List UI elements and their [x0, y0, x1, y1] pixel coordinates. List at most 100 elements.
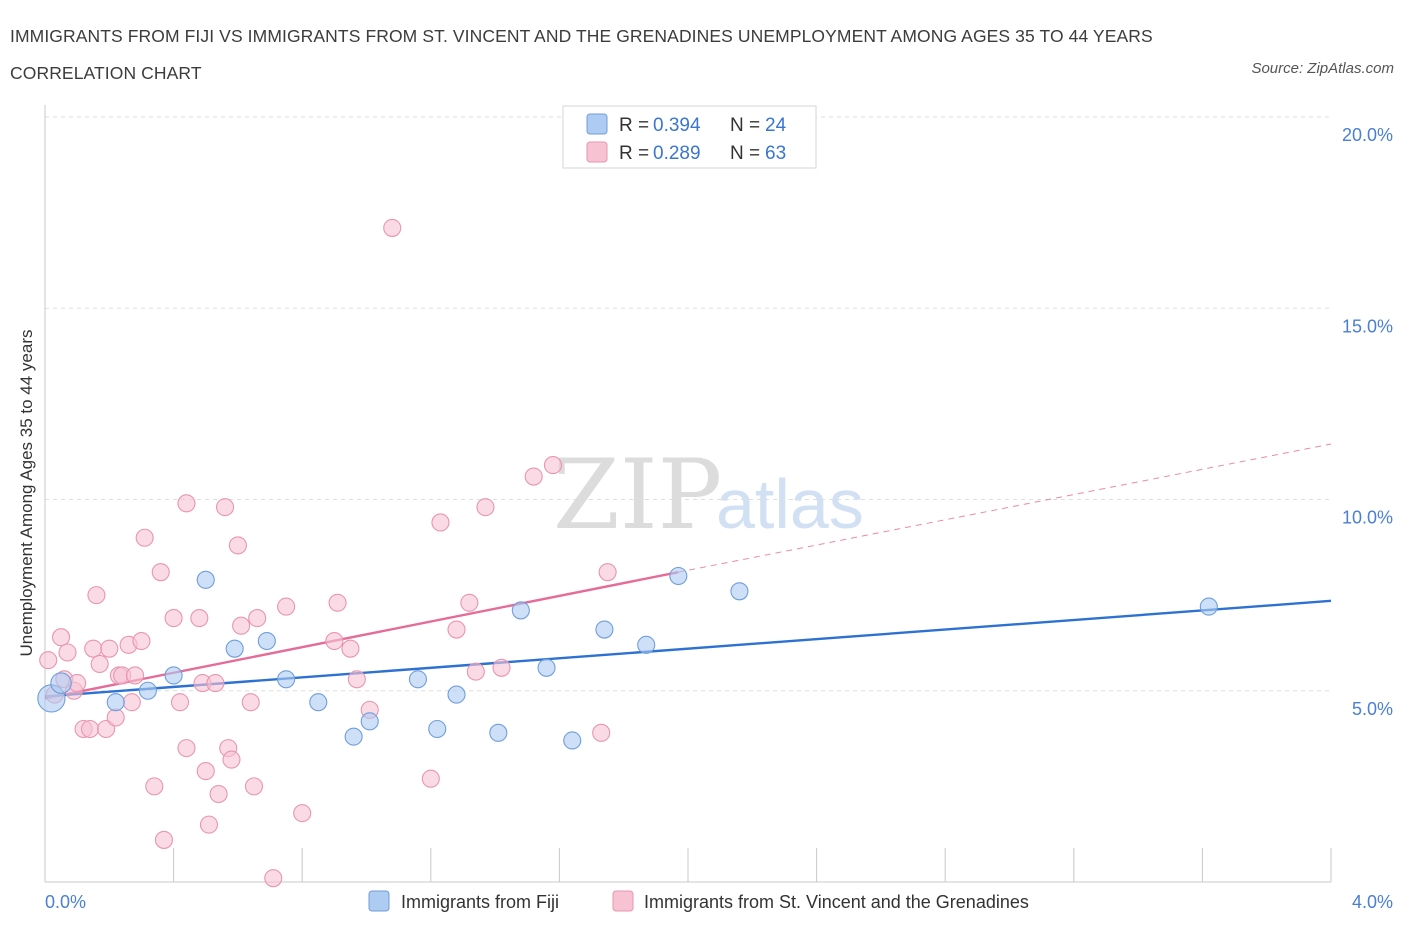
- point-stvincent: [466, 662, 485, 681]
- point-stvincent: [431, 513, 450, 532]
- point-stvincent: [222, 750, 241, 769]
- point-stvincent: [277, 597, 296, 616]
- point-fiji: [257, 631, 276, 651]
- point-stvincent: [524, 467, 543, 486]
- point-fiji: [730, 582, 749, 601]
- legend-r-label-fiji: R =: [619, 115, 649, 136]
- point-fiji: [1199, 597, 1218, 616]
- point-stvincent: [177, 494, 196, 513]
- point-stvincent: [125, 666, 145, 685]
- legend-r-value-fiji: 0.394: [653, 115, 701, 136]
- legend-swatch-stvincent: [586, 141, 608, 163]
- point-fiji: [196, 570, 215, 589]
- point-stvincent: [58, 643, 77, 662]
- point-stvincent: [215, 498, 235, 517]
- trend-line-stvincent: [44, 570, 679, 700]
- legend-n-value-stvincent: 63: [765, 143, 786, 164]
- point-stvincent: [177, 739, 196, 758]
- point-fiji: [138, 681, 157, 700]
- bottom-legend-label-stvincent: Immigrants from St. Vincent and the Gren…: [644, 892, 1029, 912]
- legend-r-value-stvincent: 0.289: [653, 143, 701, 164]
- point-fiji: [309, 693, 328, 712]
- point-stvincent: [341, 639, 360, 658]
- point-fiji: [164, 666, 183, 685]
- bottom-legend-swatch-fiji: [368, 890, 390, 912]
- point-stvincent: [100, 639, 119, 658]
- point-stvincent: [151, 563, 170, 582]
- point-stvincent: [135, 528, 154, 547]
- y-tick-label: 10.0%: [1342, 508, 1393, 528]
- legend-n-value-fiji: 24: [765, 115, 787, 136]
- point-stvincent: [293, 804, 312, 823]
- top-legend: R = 0.394 N = 24 R = 0.289 N = 63: [562, 105, 817, 169]
- point-stvincent: [80, 719, 100, 739]
- point-fiji: [360, 712, 379, 731]
- point-stvincent: [232, 616, 251, 635]
- y-tick-label: 5.0%: [1352, 699, 1393, 719]
- point-stvincent: [476, 498, 495, 517]
- point-stvincent: [87, 586, 106, 605]
- bottom-legend-label-fiji: Immigrants from Fiji: [401, 892, 559, 912]
- point-stvincent: [84, 639, 103, 658]
- bottom-legend-swatch-stvincent: [612, 890, 634, 912]
- legend-n-label-stvincent: N =: [730, 143, 760, 164]
- y-tick-label: 15.0%: [1342, 316, 1393, 336]
- point-stvincent: [145, 777, 164, 796]
- point-stvincent: [164, 609, 183, 628]
- y-axis-title: Unemployment Among Ages 35 to 44 years: [17, 330, 36, 657]
- point-stvincent: [199, 815, 219, 834]
- point-stvincent: [543, 456, 563, 475]
- point-stvincent: [206, 674, 225, 693]
- point-stvincent: [598, 563, 617, 582]
- point-fiji: [595, 620, 614, 639]
- point-stvincent: [122, 693, 141, 712]
- legend-swatch-fiji: [586, 113, 608, 135]
- point-fiji: [511, 601, 530, 620]
- point-stvincent: [106, 708, 125, 727]
- y-tick-label: 20.0%: [1342, 125, 1393, 145]
- point-stvincent: [39, 651, 58, 670]
- point-fiji: [563, 731, 582, 750]
- point-stvincent: [447, 620, 466, 639]
- point-stvincent: [228, 536, 247, 555]
- gridlines: [45, 116, 1331, 692]
- trend-line-stvincent-extended: [678, 443, 1332, 573]
- point-fiji: [428, 719, 447, 739]
- point-stvincent: [347, 670, 366, 689]
- y-tick-labels: 5.0% 10.0% 15.0% 20.0%: [1342, 125, 1393, 719]
- trend-lines: [44, 443, 1332, 700]
- point-stvincent: [170, 693, 190, 712]
- x-tick-labels: 0.0% 4.0%: [45, 892, 1393, 912]
- x-tick-label-min: 0.0%: [45, 892, 86, 912]
- point-stvincent: [460, 593, 479, 612]
- legend-n-label-fiji: N =: [730, 115, 760, 136]
- point-stvincent: [328, 593, 347, 612]
- point-stvincent: [241, 693, 260, 712]
- x-tick-label-max: 4.0%: [1352, 892, 1393, 912]
- watermark-atlas: atlas: [716, 465, 864, 543]
- bottom-legend: Immigrants from Fiji Immigrants from St.…: [368, 890, 1029, 912]
- point-stvincent: [592, 723, 611, 742]
- point-stvincent: [325, 631, 344, 651]
- point-fiji: [225, 639, 244, 658]
- point-fiji: [277, 670, 296, 689]
- point-fiji: [408, 670, 427, 689]
- point-stvincent: [248, 609, 267, 628]
- trend-line-fiji: [44, 599, 1332, 698]
- data-points: [37, 218, 1218, 888]
- watermark-zip: ZIP: [553, 439, 722, 551]
- point-fiji: [106, 693, 125, 712]
- point-stvincent: [90, 654, 109, 674]
- point-stvincent: [196, 762, 215, 781]
- point-stvincent: [492, 658, 511, 677]
- legend-r-label-stvincent: R =: [619, 143, 649, 164]
- point-stvincent: [383, 218, 402, 237]
- point-fiji: [447, 685, 466, 704]
- point-fiji: [537, 658, 556, 677]
- point-fiji: [637, 635, 656, 654]
- point-stvincent: [154, 830, 174, 849]
- point-stvincent: [190, 609, 209, 628]
- point-stvincent: [209, 784, 228, 804]
- point-stvincent: [421, 769, 440, 788]
